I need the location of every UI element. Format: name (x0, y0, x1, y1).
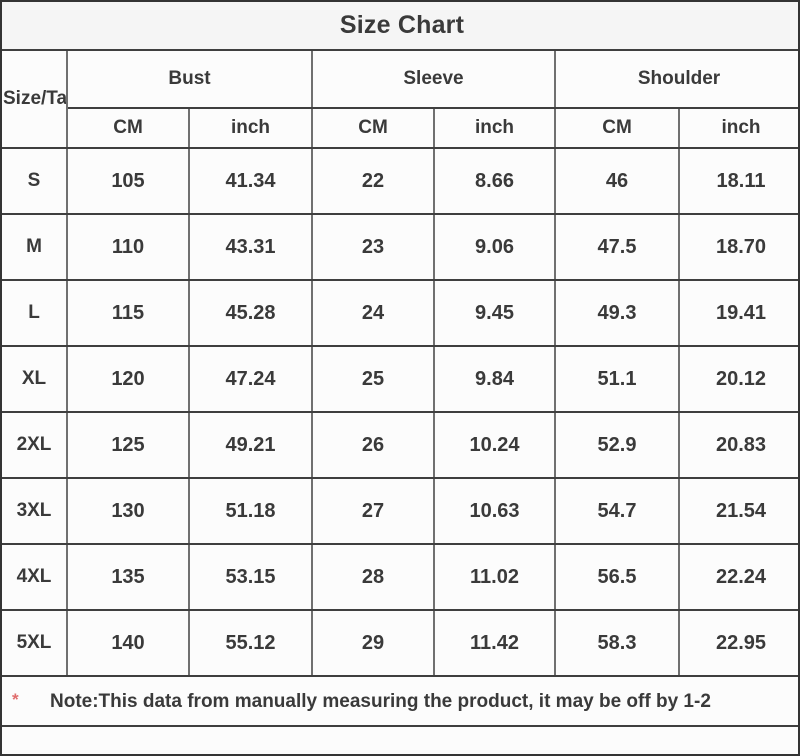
table-row: 4XL 135 53.15 28 11.02 56.5 22.24 (2, 543, 798, 611)
value-cell-sleeve-cm: 27 (311, 477, 435, 545)
size-label-cell: XL (2, 345, 68, 413)
value-cell-sleeve-inch: 10.24 (433, 411, 556, 479)
column-group-shoulder: Shoulder (553, 49, 798, 109)
title-row: Size Chart (2, 2, 798, 51)
value-cell-shoulder-cm: 52.9 (554, 411, 680, 479)
value-cell-shoulder-inch: 21.54 (677, 477, 798, 545)
unit-header-shoulder-cm: CM (554, 107, 680, 149)
value-cell-bust-inch: 47.24 (188, 345, 313, 413)
value-cell-bust-cm: 125 (66, 411, 190, 479)
value-cell-shoulder-inch: 18.70 (677, 213, 798, 281)
column-group-sleeve: Sleeve (311, 49, 556, 109)
clipped-bottom-cell (2, 725, 798, 738)
value-cell-bust-inch: 51.18 (188, 477, 313, 545)
value-cell-bust-cm: 140 (66, 609, 190, 677)
size-chart-table: Size Chart Size/Tag Bust Sleeve Shoulder… (2, 2, 798, 738)
unit-header-bust-inch: inch (188, 107, 313, 149)
value-cell-sleeve-cm: 26 (311, 411, 435, 479)
note-text: Note:This data from manually measuring t… (50, 690, 711, 712)
clipped-bottom-row (2, 725, 798, 738)
value-cell-sleeve-inch: 10.63 (433, 477, 556, 545)
value-cell-shoulder-inch: 20.12 (677, 345, 798, 413)
unit-header-sleeve-cm: CM (311, 107, 435, 149)
table-row: 5XL 140 55.12 29 11.42 58.3 22.95 (2, 609, 798, 677)
value-cell-sleeve-cm: 28 (311, 543, 435, 611)
note-row: * Note:This data from manually measuring … (2, 675, 798, 727)
value-cell-sleeve-inch: 11.42 (433, 609, 556, 677)
value-cell-sleeve-cm: 25 (311, 345, 435, 413)
unit-header-shoulder-inch: inch (677, 107, 798, 149)
value-cell-bust-cm: 110 (66, 213, 190, 281)
size-label-cell: 2XL (2, 411, 68, 479)
value-cell-sleeve-inch: 9.06 (433, 213, 556, 281)
table-row: M 110 43.31 23 9.06 47.5 18.70 (2, 213, 798, 281)
column-group-header-row: Size/Tag Bust Sleeve Shoulder (2, 49, 798, 149)
value-cell-shoulder-cm: 54.7 (554, 477, 680, 545)
value-cell-shoulder-cm: 51.1 (554, 345, 680, 413)
value-cell-shoulder-cm: 46 (554, 147, 680, 215)
value-cell-sleeve-cm: 23 (311, 213, 435, 281)
size-label-cell: 5XL (2, 609, 68, 677)
column-group-bust: Bust (66, 49, 313, 109)
value-cell-sleeve-inch: 9.45 (433, 279, 556, 347)
corner-header-size-tag: Size/Tag (2, 49, 68, 149)
value-cell-bust-inch: 43.31 (188, 213, 313, 281)
value-cell-bust-inch: 41.34 (188, 147, 313, 215)
value-cell-bust-inch: 49.21 (188, 411, 313, 479)
value-cell-sleeve-inch: 11.02 (433, 543, 556, 611)
table-row: 3XL 130 51.18 27 10.63 54.7 21.54 (2, 477, 798, 545)
value-cell-shoulder-cm: 56.5 (554, 543, 680, 611)
size-label-cell: 3XL (2, 477, 68, 545)
table-row: S 105 41.34 22 8.66 46 18.11 (2, 147, 798, 215)
value-cell-bust-cm: 120 (66, 345, 190, 413)
value-cell-bust-cm: 130 (66, 477, 190, 545)
table-row: 2XL 125 49.21 26 10.24 52.9 20.83 (2, 411, 798, 479)
unit-header-bust-cm: CM (66, 107, 190, 149)
value-cell-bust-inch: 45.28 (188, 279, 313, 347)
value-cell-shoulder-inch: 18.11 (677, 147, 798, 215)
value-cell-bust-cm: 135 (66, 543, 190, 611)
size-label-cell: S (2, 147, 68, 215)
value-cell-bust-cm: 105 (66, 147, 190, 215)
value-cell-sleeve-inch: 8.66 (433, 147, 556, 215)
value-cell-shoulder-inch: 19.41 (677, 279, 798, 347)
value-cell-sleeve-cm: 24 (311, 279, 435, 347)
size-label-cell: 4XL (2, 543, 68, 611)
value-cell-bust-cm: 115 (66, 279, 190, 347)
value-cell-shoulder-inch: 22.95 (677, 609, 798, 677)
value-cell-sleeve-cm: 29 (311, 609, 435, 677)
note-cell: * Note:This data from manually measuring … (2, 675, 798, 727)
value-cell-shoulder-inch: 20.83 (677, 411, 798, 479)
value-cell-shoulder-cm: 49.3 (554, 279, 680, 347)
value-cell-sleeve-cm: 22 (311, 147, 435, 215)
value-cell-shoulder-inch: 22.24 (677, 543, 798, 611)
size-label-cell: L (2, 279, 68, 347)
size-rows: S 105 41.34 22 8.66 46 18.11 M 110 43.31… (2, 147, 798, 677)
page-title: Size Chart (2, 2, 798, 51)
value-cell-sleeve-inch: 9.84 (433, 345, 556, 413)
value-cell-bust-inch: 53.15 (188, 543, 313, 611)
size-label-cell: M (2, 213, 68, 281)
table-row: L 115 45.28 24 9.45 49.3 19.41 (2, 279, 798, 347)
table-row: XL 120 47.24 25 9.84 51.1 20.12 (2, 345, 798, 413)
unit-header-sleeve-inch: inch (433, 107, 556, 149)
value-cell-shoulder-cm: 58.3 (554, 609, 680, 677)
unit-header-row: CM inch CM inch CM inch (2, 107, 798, 149)
value-cell-bust-inch: 55.12 (188, 609, 313, 677)
note-asterisk: * (12, 689, 19, 709)
value-cell-shoulder-cm: 47.5 (554, 213, 680, 281)
